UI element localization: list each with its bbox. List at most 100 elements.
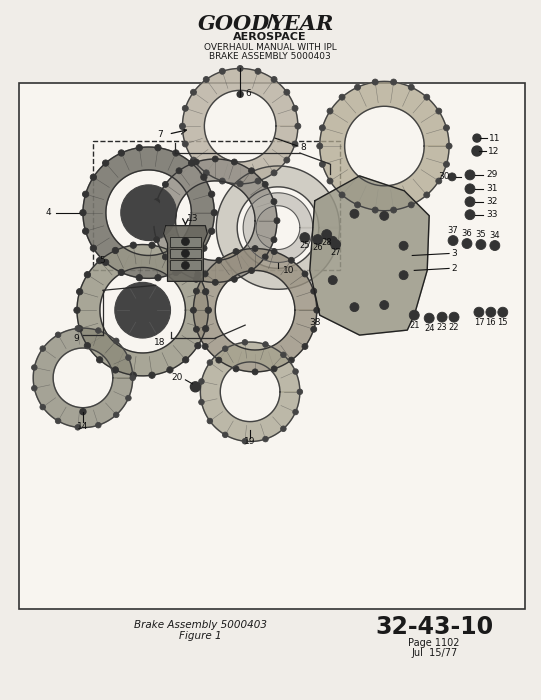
Text: /: / xyxy=(267,13,273,31)
Circle shape xyxy=(155,144,161,151)
Circle shape xyxy=(372,207,378,213)
Circle shape xyxy=(252,246,258,251)
Circle shape xyxy=(350,209,359,218)
Circle shape xyxy=(207,360,213,365)
Circle shape xyxy=(96,356,103,363)
Text: 2: 2 xyxy=(451,264,457,273)
Circle shape xyxy=(212,156,218,162)
Circle shape xyxy=(136,274,142,281)
Bar xyxy=(169,260,201,270)
Circle shape xyxy=(154,237,160,243)
Polygon shape xyxy=(83,147,214,279)
Circle shape xyxy=(293,410,298,415)
Circle shape xyxy=(474,307,484,317)
Circle shape xyxy=(130,372,136,379)
Circle shape xyxy=(176,168,182,174)
Circle shape xyxy=(202,344,208,349)
Circle shape xyxy=(354,84,360,90)
Text: 36: 36 xyxy=(461,229,472,238)
Circle shape xyxy=(84,342,90,349)
Circle shape xyxy=(202,288,209,295)
Circle shape xyxy=(190,90,196,95)
Circle shape xyxy=(436,108,442,114)
Circle shape xyxy=(297,389,302,395)
Circle shape xyxy=(262,181,268,188)
Circle shape xyxy=(190,307,196,313)
Circle shape xyxy=(118,150,124,156)
Circle shape xyxy=(354,202,360,208)
Circle shape xyxy=(317,143,323,149)
Circle shape xyxy=(126,395,131,401)
Circle shape xyxy=(212,279,218,286)
Text: 3: 3 xyxy=(451,249,457,258)
Circle shape xyxy=(114,338,119,344)
Circle shape xyxy=(80,209,86,216)
Circle shape xyxy=(486,307,496,317)
Text: 32-43-10: 32-43-10 xyxy=(375,615,493,638)
Circle shape xyxy=(222,346,228,351)
Circle shape xyxy=(300,232,310,243)
Circle shape xyxy=(255,69,261,74)
Circle shape xyxy=(173,270,179,276)
Circle shape xyxy=(424,94,430,100)
Circle shape xyxy=(181,237,189,246)
Circle shape xyxy=(237,66,243,71)
Circle shape xyxy=(149,242,155,248)
Text: 20: 20 xyxy=(171,373,182,382)
Circle shape xyxy=(90,174,97,181)
Text: 17: 17 xyxy=(473,318,484,327)
Circle shape xyxy=(328,237,337,245)
Text: 31: 31 xyxy=(486,184,497,193)
Circle shape xyxy=(424,192,430,198)
Circle shape xyxy=(465,170,475,180)
Circle shape xyxy=(205,307,212,314)
Circle shape xyxy=(112,247,118,253)
Circle shape xyxy=(202,326,209,332)
Circle shape xyxy=(181,249,189,258)
Text: 38: 38 xyxy=(309,318,320,327)
Circle shape xyxy=(182,258,189,264)
Circle shape xyxy=(293,369,298,375)
Circle shape xyxy=(424,313,434,323)
Text: 16: 16 xyxy=(486,318,496,327)
Circle shape xyxy=(167,247,173,253)
Circle shape xyxy=(328,276,337,285)
Bar xyxy=(93,141,340,270)
Circle shape xyxy=(75,424,81,430)
Circle shape xyxy=(313,234,323,244)
Text: 37: 37 xyxy=(448,226,458,235)
Circle shape xyxy=(436,178,442,184)
Circle shape xyxy=(150,218,156,224)
Circle shape xyxy=(84,272,90,278)
Polygon shape xyxy=(193,248,317,372)
Circle shape xyxy=(281,352,286,358)
Text: 12: 12 xyxy=(488,146,499,155)
Text: 7: 7 xyxy=(157,130,162,139)
Circle shape xyxy=(391,79,397,85)
Circle shape xyxy=(102,160,109,167)
Circle shape xyxy=(74,307,80,314)
Circle shape xyxy=(232,159,237,165)
Circle shape xyxy=(121,185,176,241)
Circle shape xyxy=(399,241,408,250)
Circle shape xyxy=(203,76,209,83)
Circle shape xyxy=(182,356,189,363)
Text: 10: 10 xyxy=(283,266,294,275)
Circle shape xyxy=(465,184,475,194)
Text: 18: 18 xyxy=(154,337,166,346)
Text: 15: 15 xyxy=(498,318,508,327)
Circle shape xyxy=(112,367,118,373)
Bar xyxy=(169,248,201,258)
Circle shape xyxy=(190,382,200,392)
Circle shape xyxy=(76,288,83,295)
Text: 35: 35 xyxy=(476,230,486,239)
Circle shape xyxy=(408,84,414,90)
Circle shape xyxy=(190,157,196,163)
Circle shape xyxy=(380,300,389,309)
Circle shape xyxy=(202,271,208,277)
Circle shape xyxy=(102,259,109,265)
Circle shape xyxy=(232,276,237,282)
Text: 33: 33 xyxy=(486,210,497,219)
Circle shape xyxy=(182,105,188,111)
Circle shape xyxy=(288,258,294,263)
